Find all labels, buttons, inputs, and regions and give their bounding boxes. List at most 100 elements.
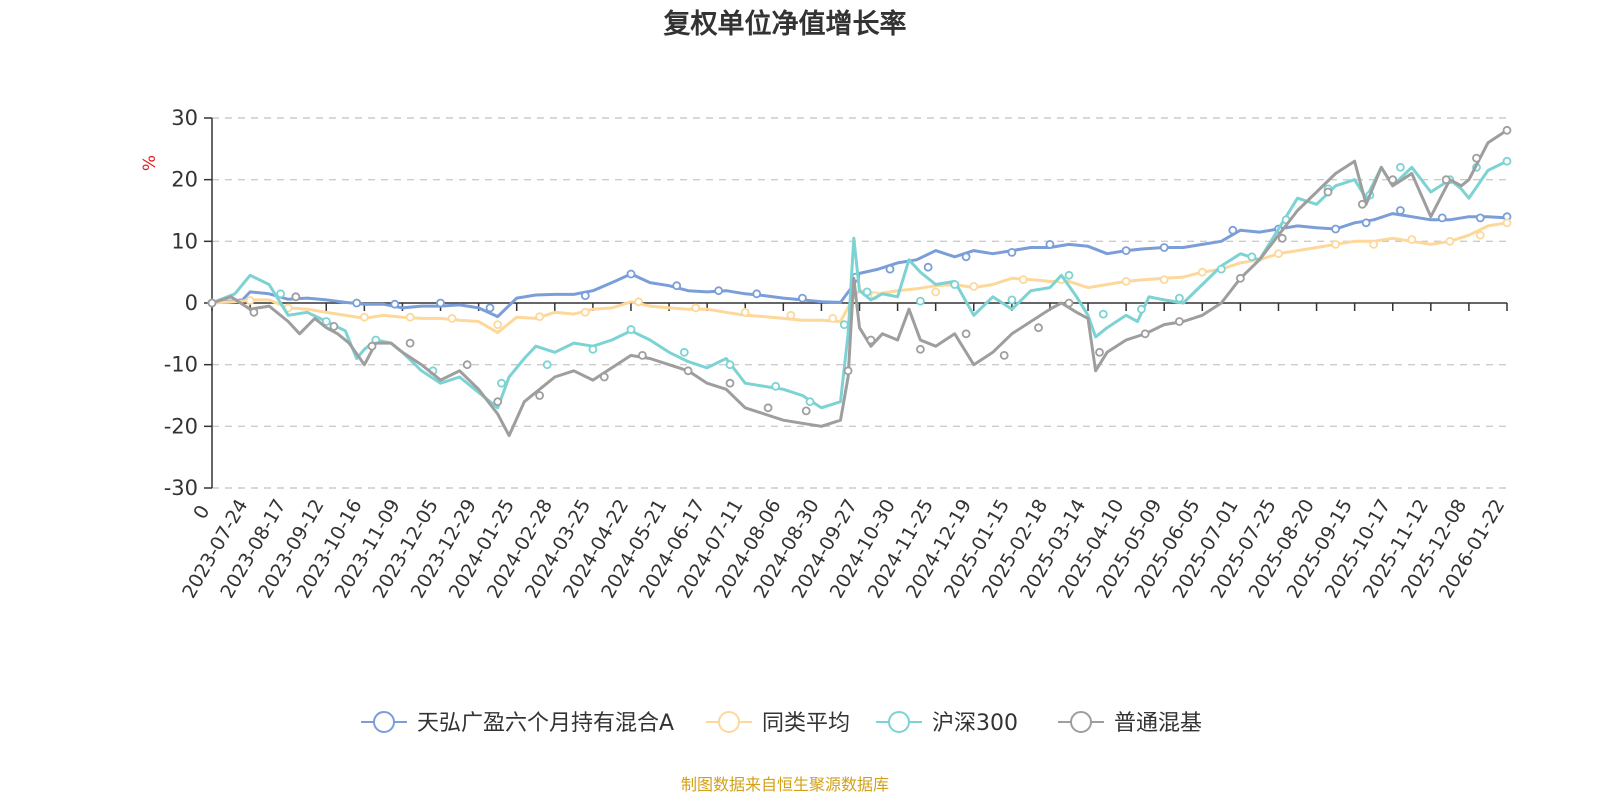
series-point [1007,247,1017,257]
series-point [786,310,796,320]
series-point [1437,213,1447,223]
series-point [862,287,872,297]
series-point [1175,293,1184,303]
series-point [542,360,552,370]
series-point [801,406,811,416]
series-point [207,298,217,308]
series-point [359,312,369,322]
series-point [580,307,590,317]
series-line [211,129,1508,438]
series-point [276,289,286,299]
data-source-note: 制图数据来自恒生聚源数据库 [681,775,889,794]
y-tick-label: -10 [164,353,198,377]
series-point [885,264,895,274]
series-point [447,313,457,323]
series-point [638,350,647,360]
series-point [683,366,693,376]
series-point [405,338,415,348]
series-point [390,299,400,309]
series-point [771,381,781,391]
legend-item[interactable]: 同类平均 [706,711,850,736]
series-point [1137,304,1146,314]
series-point [1445,236,1455,246]
series-point [1331,239,1340,249]
series-point [961,252,971,262]
series-point [535,312,544,322]
series-point [1441,175,1451,185]
series-point [1472,153,1481,163]
series-point [1323,187,1333,197]
legend-circle-icon [888,711,910,733]
legend-item[interactable]: 天弘广盈六个月持有混合A [361,711,674,736]
series-point [1159,275,1169,285]
series-point [1175,317,1184,326]
series-point [1216,264,1226,274]
series-line [211,159,1508,410]
series-point [740,307,750,317]
series-point [462,360,472,370]
series-point [1388,175,1398,185]
series-point [672,281,682,291]
legend: 天弘广盈六个月持有混合A 同类平均 沪深300 普通混基 [361,711,1202,736]
series-point [329,321,339,331]
legend-circle-icon [1070,711,1092,733]
series-point [497,378,506,388]
legend-circle-icon [373,711,395,733]
series-point [691,303,701,313]
series-point [1361,218,1371,228]
series-point [798,293,807,303]
series-point [1396,162,1405,172]
series-point [916,296,925,306]
grid-lines [212,117,1507,489]
y-tick-label: 20 [171,168,198,192]
series-point [1064,298,1074,308]
series-point [1159,243,1169,252]
series-point [725,378,735,388]
series-point [714,286,723,296]
series-point [1396,206,1405,215]
legend-label: 沪深300 [932,711,1018,736]
series-line [211,212,1508,319]
series-point [634,297,643,307]
y-tick-label: 0 [185,291,198,315]
series-point [950,280,960,289]
series-point [1331,224,1340,234]
series-point [245,296,255,305]
x-axis-ticks: 02023-07-242023-08-172023-09-122023-10-1… [178,303,1509,602]
series-point [405,312,415,322]
series-point [321,317,331,326]
series-point [1277,233,1287,243]
series-point [485,303,495,313]
series-point [1247,252,1257,262]
series-point [436,298,445,308]
series-point [763,403,773,413]
series-point [1502,156,1512,166]
legend-label: 同类平均 [762,711,850,736]
series-point [1407,235,1417,244]
series-point [1475,213,1485,223]
series-point [1357,199,1367,209]
legend-item[interactable]: 沪深300 [876,711,1018,736]
y-tick-label: 30 [171,106,198,130]
series-point [352,298,362,308]
y-axis-ticks: 30 20 10 0 -10 -20 -30 [164,106,212,500]
series-point [535,391,544,400]
series-point [1475,230,1485,240]
series-point [1121,246,1131,256]
series-point [1018,275,1028,285]
legend-label: 普通混基 [1114,711,1202,736]
series-point [580,291,590,301]
series-group [207,206,1512,319]
series-point [679,347,689,357]
legend-item[interactable]: 普通混基 [1058,711,1202,736]
y-axis-unit-label: % [140,155,160,171]
y-tick-label: -30 [164,476,198,500]
series-point [1140,329,1150,339]
series-point [1045,239,1055,249]
series-point [916,344,925,354]
series-point [626,325,636,334]
series-point [931,287,941,297]
series-point [626,269,636,279]
series-point [367,341,377,351]
